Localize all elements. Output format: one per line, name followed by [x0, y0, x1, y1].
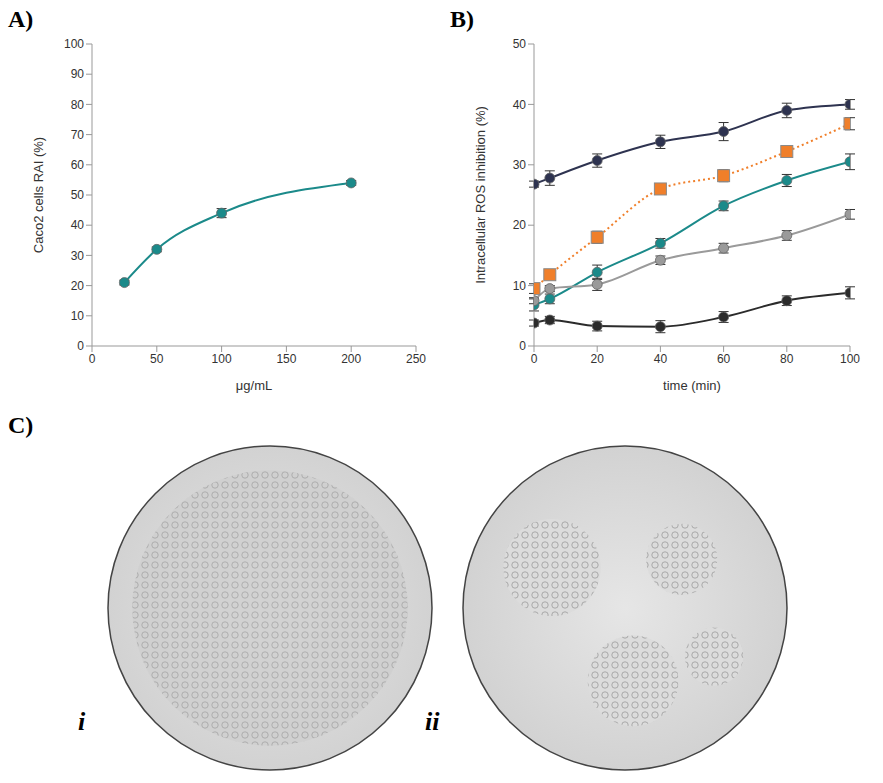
svg-text:60: 60	[71, 158, 85, 172]
svg-text:80: 80	[71, 98, 85, 112]
svg-text:100: 100	[212, 352, 232, 366]
svg-text:250: 250	[406, 352, 426, 366]
svg-text:80: 80	[780, 352, 794, 366]
svg-text:0: 0	[519, 339, 526, 353]
svg-text:20: 20	[513, 218, 527, 232]
svg-text:20: 20	[71, 279, 85, 293]
html-text:C): C)	[8, 412, 34, 438]
svg-text:40: 40	[654, 352, 668, 366]
svg-text:30: 30	[71, 249, 85, 263]
svg-text:μg/mL: μg/mL	[236, 378, 272, 393]
svg-text:20: 20	[591, 352, 605, 366]
svg-text:i: i	[78, 707, 86, 736]
svg-text:150: 150	[276, 352, 296, 366]
svg-text:200: 200	[341, 352, 361, 366]
svg-text:50: 50	[150, 352, 164, 366]
svg-text:0: 0	[531, 352, 538, 366]
html-text:B): B)	[450, 6, 474, 32]
svg-text:Caco2 cells RAI (%): Caco2 cells RAI (%)	[31, 137, 46, 253]
svg-text:90: 90	[71, 67, 85, 81]
svg-text:60: 60	[717, 352, 731, 366]
svg-text:100: 100	[840, 352, 860, 366]
svg-text:0: 0	[77, 339, 84, 353]
svg-text:0: 0	[89, 352, 96, 366]
svg-text:30: 30	[513, 158, 527, 172]
svg-text:10: 10	[71, 309, 85, 323]
svg-text:70: 70	[71, 128, 85, 142]
svg-text:100: 100	[64, 37, 84, 51]
svg-text:40: 40	[513, 98, 527, 112]
svg-text:ii: ii	[425, 707, 440, 736]
svg-text:50: 50	[513, 37, 527, 51]
svg-text:time (min): time (min)	[663, 378, 721, 393]
svg-text:10: 10	[513, 279, 527, 293]
svg-text:50: 50	[71, 188, 85, 202]
html-text:A): A)	[8, 6, 34, 32]
svg-text:40: 40	[71, 218, 85, 232]
svg-text:Intracellular ROS inhibition (: Intracellular ROS inhibition (%)	[473, 106, 488, 284]
